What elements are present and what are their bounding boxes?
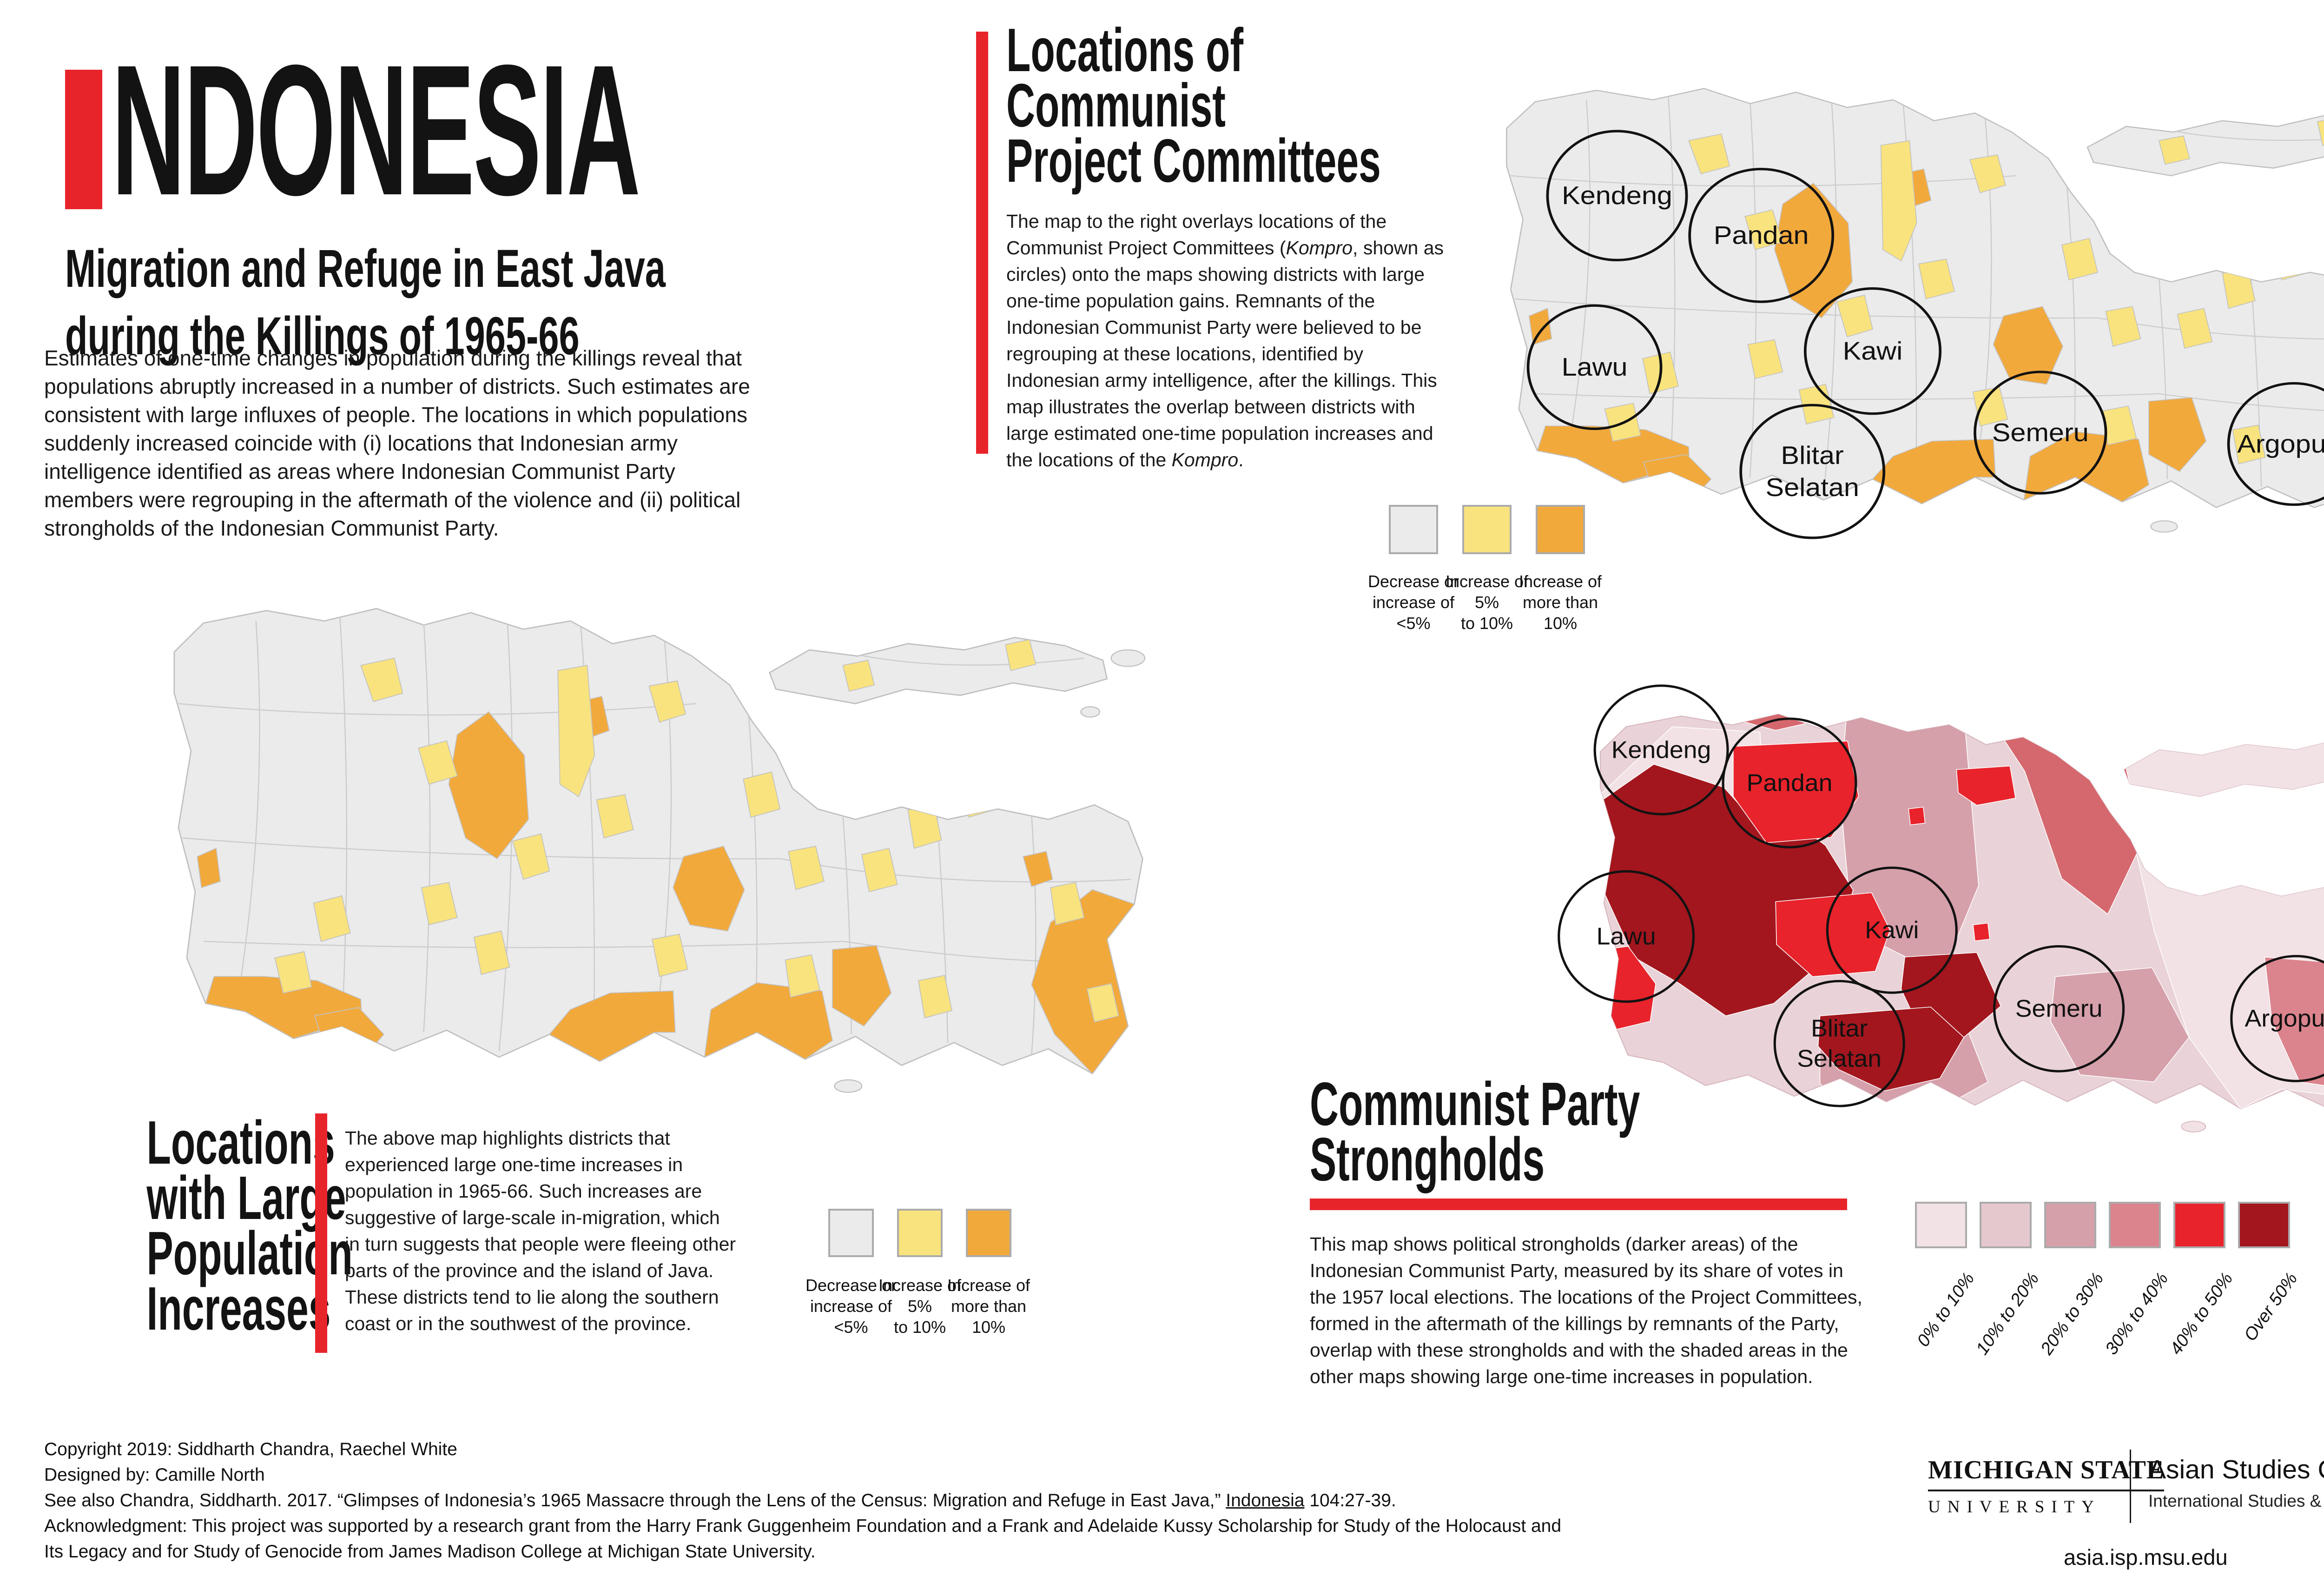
legend3-label-over-50: Over 50% [2240,1269,2302,1345]
svg-text:Selatan: Selatan [1797,1045,1882,1072]
title-letter-i-block [65,70,102,209]
branding-divider [2130,1450,2131,1523]
msu-wordmark-line-1: MICHIGAN STATE [1928,1455,2165,1491]
svg-text:Blitar: Blitar [1781,441,1844,470]
legend1-swatch-orange [1536,505,1585,554]
page-title: NDONESIA [112,26,640,234]
svg-text:Lawu: Lawu [1597,923,1656,950]
legend2-swatch-orange [966,1209,1011,1257]
svg-text:Lawu: Lawu [1562,353,1628,382]
large-increases-heading-line-4: Increases [146,1274,331,1343]
large-increases-heading-line-2: with Large [146,1164,346,1232]
committees-heading-line-3: Project Committees [1006,126,1381,195]
footer-acknowledgment-2: Its Legacy and for Study of Genocide fro… [44,1542,816,1562]
legend2-label-orange: Increase of more than 10% [947,1276,1030,1337]
footer-citation: See also Chandra, Siddharth. 2017. “Glim… [44,1490,1396,1510]
strongholds-heading-line-1: Communist Party [1310,1070,1640,1138]
legend1-swatch-gray [1389,505,1438,554]
svg-text:Pandan: Pandan [1714,221,1809,250]
svg-text:Argopuro: Argopuro [2245,1005,2324,1032]
legend2-swatch-gray [828,1209,874,1257]
legend1-label-orange: Increase of more than 10% [1519,572,1602,633]
footer-designer: Designed by: Camille North [44,1465,265,1485]
legend3-label-40-50: 40% to 50% [2166,1269,2237,1358]
svg-text:Selatan: Selatan [1765,473,1859,502]
svg-text:Semeru: Semeru [2015,995,2103,1022]
footer-acknowledgment-1: Acknowledgment: This project was support… [44,1516,1562,1536]
large-increases-heading: Locations with Large Population Increase… [60,1108,353,1343]
committees-heading-line-1: Locations of [1006,16,1244,84]
legend3-swatch-20-30 [2044,1202,2096,1248]
legend3-label-10-20: 10% to 20% [1972,1269,2043,1358]
msu-wordmark: MICHIGAN STATE UNIVERSITY [1928,1455,2165,1517]
footer-copyright: Copyright 2019: Siddharth Chandra, Raech… [44,1439,457,1459]
committees-paragraph: The map to the right overlays locations … [1006,211,1444,470]
svg-text:Kendeng: Kendeng [1562,181,1672,210]
legend3-label-30-40: 30% to 40% [2101,1269,2172,1358]
asc-website-url: asia.isp.msu.edu [2064,1545,2228,1570]
legend2-label-gray: Decrease or increase of <5% [805,1276,897,1337]
legend1-swatch-yellow [1462,505,1512,554]
subtitle-line-1: Migration and Refuge in East Java [65,239,666,298]
committees-accent-bar [976,32,988,454]
svg-text:Kawi: Kawi [1843,337,1903,365]
strongholds-paragraph: This map shows political strongholds (da… [1310,1233,1862,1387]
intro-paragraph: Estimates of one-time changes in populat… [44,346,750,540]
legend1-label-gray: Decrease or increase of <5% [1367,572,1459,633]
legend2-label-yellow: Increase of 5% to 10% [878,1276,962,1337]
legend3-swatch-10-20 [1980,1202,2032,1248]
msu-wordmark-line-2: UNIVERSITY [1928,1497,2101,1517]
legend2-swatch-yellow [897,1209,943,1257]
svg-text:Blitar: Blitar [1811,1015,1868,1042]
legend3-label-20-30: 20% to 30% [2037,1269,2108,1358]
strongholds-heading: Communist Party Strongholds [1310,1070,1818,1193]
large-increases-heading-line-3: Population [146,1219,353,1287]
map-population-increase-large [173,608,1146,1093]
international-studies-label: International Studies & Programs [2148,1491,2324,1510]
legend3-swatch-30-40 [2109,1202,2161,1248]
legend3-label-0-10: 0% to 10% [1913,1269,1979,1351]
map-kompro-overlay: Kendeng Pandan Lawu Kawi Blitar Selatan Semeru… [1506,88,2324,539]
svg-text:Pandan: Pandan [1747,769,1833,796]
large-increases-heading-line-1: Locations [146,1108,335,1177]
asian-studies-center-label: Asian Studies Center [2148,1455,2324,1484]
svg-text:Semeru: Semeru [1992,418,2089,447]
legend3-swatch-over-50 [2238,1202,2290,1248]
committees-heading: Locations of Communist Project Committee… [1006,16,1583,195]
committees-heading-line-2: Communist [1006,71,1226,139]
strongholds-accent-underline [1310,1199,1847,1210]
subtitle-line-2: during the Killings of 1965-66 [65,306,580,366]
strongholds-heading-line-2: Strongholds [1310,1125,1545,1193]
legend3-swatch-0-10 [1915,1202,1967,1248]
map-pki-strongholds: Kendeng Pandan Lawu Kawi Blitar Selatan Semeru… [1558,684,2324,1132]
large-increases-accent-bar [315,1113,327,1353]
svg-text:Kawi: Kawi [1865,917,1919,944]
svg-text:Argopuro: Argopuro [2237,430,2324,458]
legend3-swatch-40-50 [2173,1202,2225,1248]
svg-text:Kendeng: Kendeng [1611,736,1711,763]
legend1-label-yellow: Increase of 5% to 10% [1445,572,1529,633]
large-increases-paragraph: The above map highlights districts that … [345,1127,736,1334]
